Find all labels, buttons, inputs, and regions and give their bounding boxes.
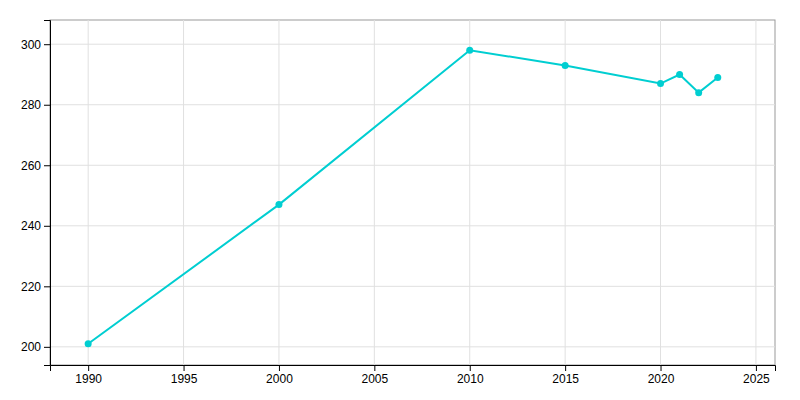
y-tick: 260: [21, 159, 50, 173]
y-tick-mark: [44, 347, 50, 348]
x-tick: 2010: [457, 365, 484, 386]
grid-line-y: [50, 346, 775, 347]
x-axis-line: [51, 366, 776, 372]
grid-line-y: [50, 104, 775, 105]
x-tick: 2025: [743, 365, 770, 386]
chart-svg: 1990 1995 2000 2005 2010 2015 2020 2025 200 220 24…: [0, 0, 800, 400]
x-tick-label: 2010: [457, 372, 484, 386]
point: [466, 47, 473, 54]
x-tick: 2005: [361, 365, 388, 386]
x-tick-mark: [756, 365, 757, 371]
x-tick-label: 2000: [266, 372, 293, 386]
x-tick-mark: [88, 365, 89, 371]
x-tick: 1990: [75, 365, 102, 386]
x-tick: 1995: [171, 365, 198, 386]
grid-line-y: [50, 225, 775, 226]
x-tick-label: 2020: [648, 372, 675, 386]
x-axis: 1990 1995 2000 2005 2010 2015 2020 2025: [51, 365, 776, 386]
y-tick-mark: [44, 226, 50, 227]
x-tick-mark: [470, 365, 471, 371]
plot-area: 1990 1995 2000 2005 2010 2015 2020 2025 200 220 24…: [21, 20, 776, 386]
grid-line-x: [469, 20, 470, 365]
plot-frame: [50, 20, 775, 365]
y-tick-label: 200: [21, 340, 41, 354]
point: [562, 62, 569, 69]
grid-line-x: [278, 20, 279, 365]
y-tick: 220: [21, 280, 50, 294]
grid-line-y: [50, 44, 775, 45]
x-tick-mark: [565, 365, 566, 371]
point: [275, 201, 282, 208]
point: [714, 74, 721, 81]
y-tick-label: 260: [21, 159, 41, 173]
x-tick: 2015: [552, 365, 579, 386]
x-tick-label: 1995: [171, 372, 198, 386]
y-tick: 300: [21, 38, 50, 52]
y-tick: 200: [21, 340, 50, 354]
point: [85, 340, 92, 347]
x-tick-label: 2025: [743, 372, 770, 386]
x-tick-label: 1990: [75, 372, 102, 386]
grid-line-y: [50, 165, 775, 166]
x-tick-label: 2015: [552, 372, 579, 386]
grid-line-x: [755, 20, 756, 365]
grid-line-x: [565, 20, 566, 365]
y-tick-mark: [44, 44, 50, 45]
line: [88, 50, 718, 344]
y-tick-mark: [44, 105, 50, 106]
x-tick-mark: [279, 365, 280, 371]
y-tick-label: 220: [21, 280, 41, 294]
y-tick-label: 300: [21, 38, 41, 52]
grid: [50, 20, 775, 365]
point: [676, 71, 683, 78]
point: [695, 89, 702, 96]
y-tick-label: 280: [21, 98, 41, 112]
x-tick: 2000: [266, 365, 293, 386]
y-tick-mark: [44, 286, 50, 287]
grid-line-x: [374, 20, 375, 365]
grid-line-x: [88, 20, 89, 365]
marks: [85, 47, 722, 348]
grid-line-y: [50, 286, 775, 287]
x-tick-label: 2005: [361, 372, 388, 386]
y-tick: 240: [21, 219, 50, 233]
y-tick: 280: [21, 98, 50, 112]
grid-line-x: [660, 20, 661, 365]
y-tick-label: 240: [21, 219, 41, 233]
y-axis-line: [44, 21, 51, 366]
grid-line-x: [183, 20, 184, 365]
point: [657, 80, 664, 87]
x-tick-mark: [374, 365, 375, 371]
y-tick-mark: [44, 165, 50, 166]
x-tick: 2020: [648, 365, 675, 386]
x-tick-mark: [661, 365, 662, 371]
y-axis: 200 220 240 260 280 300: [21, 21, 51, 366]
x-tick-mark: [184, 365, 185, 371]
